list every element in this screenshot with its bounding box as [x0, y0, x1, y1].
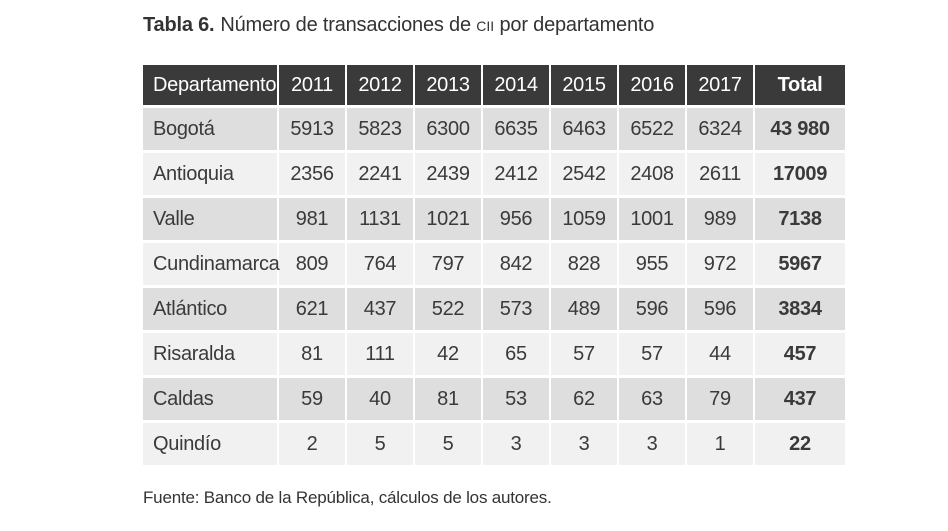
value-cell: 489	[550, 286, 619, 333]
header-cell-2017: 2017	[686, 65, 755, 108]
transactions-table: Departamento 2011 2012 2013 2014 2015 20…	[143, 65, 845, 468]
total-cell: 437	[754, 376, 845, 423]
table-header-row: Departamento 2011 2012 2013 2014 2015 20…	[143, 65, 845, 108]
caption-label: Tabla 6.	[143, 14, 215, 36]
value-cell: 2439	[414, 151, 483, 198]
value-cell: 57	[550, 331, 619, 378]
value-cell: 1021	[414, 196, 483, 243]
value-cell: 2542	[550, 151, 619, 198]
value-cell: 596	[618, 286, 687, 333]
value-cell: 3	[482, 421, 551, 468]
header-cell-2013: 2013	[414, 65, 483, 108]
value-cell: 6635	[482, 106, 551, 153]
value-cell: 797	[414, 241, 483, 288]
value-cell: 81	[278, 331, 347, 378]
value-cell: 59	[278, 376, 347, 423]
value-cell: 5913	[278, 106, 347, 153]
department-cell: Risaralda	[143, 331, 279, 378]
header-cell-2015: 2015	[550, 65, 619, 108]
value-cell: 65	[482, 331, 551, 378]
header-cell-total: Total	[754, 65, 845, 108]
value-cell: 809	[278, 241, 347, 288]
value-cell: 522	[414, 286, 483, 333]
table-row: Quindío 2 5 5 3 3 3 1 22	[143, 421, 845, 468]
value-cell: 2611	[686, 151, 755, 198]
value-cell: 2	[278, 421, 347, 468]
value-cell: 6300	[414, 106, 483, 153]
value-cell: 5	[346, 421, 415, 468]
value-cell: 764	[346, 241, 415, 288]
table-row: Risaralda 81 111 42 65 57 57 44 457	[143, 331, 845, 378]
value-cell: 53	[482, 376, 551, 423]
value-cell: 2412	[482, 151, 551, 198]
value-cell: 5	[414, 421, 483, 468]
department-cell: Cundinamarca	[143, 241, 280, 288]
total-cell: 457	[754, 331, 845, 378]
header-cell-2014: 2014	[482, 65, 551, 108]
value-cell: 596	[686, 286, 755, 333]
value-cell: 989	[686, 196, 755, 243]
table-caption: Tabla 6. Número de transacciones de CII p…	[143, 14, 654, 37]
caption-text-after: por departamento	[494, 14, 655, 36]
value-cell: 828	[550, 241, 619, 288]
header-cell-2016: 2016	[618, 65, 687, 108]
total-cell: 43 980	[754, 106, 845, 153]
table-row: Antioquia 2356 2241 2439 2412 2542 2408 2611 170…	[143, 151, 845, 198]
value-cell: 3	[618, 421, 687, 468]
value-cell: 972	[686, 241, 755, 288]
department-cell: Quindío	[143, 421, 279, 468]
value-cell: 573	[482, 286, 551, 333]
value-cell: 6324	[686, 106, 755, 153]
value-cell: 956	[482, 196, 551, 243]
value-cell: 62	[550, 376, 619, 423]
value-cell: 842	[482, 241, 551, 288]
table-body: Bogotá 5913 5823 6300 6635 6463 6522 6324 43 980…	[143, 106, 845, 468]
value-cell: 2356	[278, 151, 347, 198]
value-cell: 57	[618, 331, 687, 378]
header-cell-departamento: Departamento	[143, 65, 279, 108]
value-cell: 621	[278, 286, 347, 333]
department-cell: Valle	[143, 196, 279, 243]
value-cell: 63	[618, 376, 687, 423]
value-cell: 2241	[346, 151, 415, 198]
total-cell: 3834	[754, 286, 845, 333]
department-cell: Atlántico	[143, 286, 279, 333]
value-cell: 5823	[346, 106, 415, 153]
value-cell: 3	[550, 421, 619, 468]
value-cell: 6463	[550, 106, 619, 153]
value-cell: 111	[346, 331, 415, 378]
value-cell: 79	[686, 376, 755, 423]
department-cell: Antioquia	[143, 151, 279, 198]
caption-abbreviation: CII	[476, 18, 495, 34]
value-cell: 40	[346, 376, 415, 423]
value-cell: 1131	[346, 196, 415, 243]
total-cell: 17009	[754, 151, 845, 198]
source-note: Fuente: Banco de la República, cálculos …	[143, 488, 552, 507]
value-cell: 1059	[550, 196, 619, 243]
value-cell: 1	[686, 421, 755, 468]
table-row: Valle 981 1131 1021 956 1059 1001 989 7138	[143, 196, 845, 243]
value-cell: 437	[346, 286, 415, 333]
department-cell: Bogotá	[143, 106, 279, 153]
value-cell: 955	[618, 241, 687, 288]
caption-text-before: Número de transacciones de	[220, 14, 477, 36]
table-row: Cundinamarca 809 764 797 842 828 955 972 5967	[143, 241, 845, 288]
table-row: Caldas 59 40 81 53 62 63 79 437	[143, 376, 845, 423]
table-row: Atlántico 621 437 522 573 489 596 596 3834	[143, 286, 845, 333]
value-cell: 44	[686, 331, 755, 378]
value-cell: 1001	[618, 196, 687, 243]
header-cell-2011: 2011	[278, 65, 347, 108]
department-cell: Caldas	[143, 376, 279, 423]
value-cell: 42	[414, 331, 483, 378]
header-cell-2012: 2012	[346, 65, 415, 108]
value-cell: 6522	[618, 106, 687, 153]
value-cell: 981	[278, 196, 347, 243]
table-row: Bogotá 5913 5823 6300 6635 6463 6522 6324 43 980	[143, 106, 845, 153]
total-cell: 22	[754, 421, 845, 468]
total-cell: 7138	[754, 196, 845, 243]
total-cell: 5967	[754, 241, 845, 288]
value-cell: 2408	[618, 151, 687, 198]
value-cell: 81	[414, 376, 483, 423]
